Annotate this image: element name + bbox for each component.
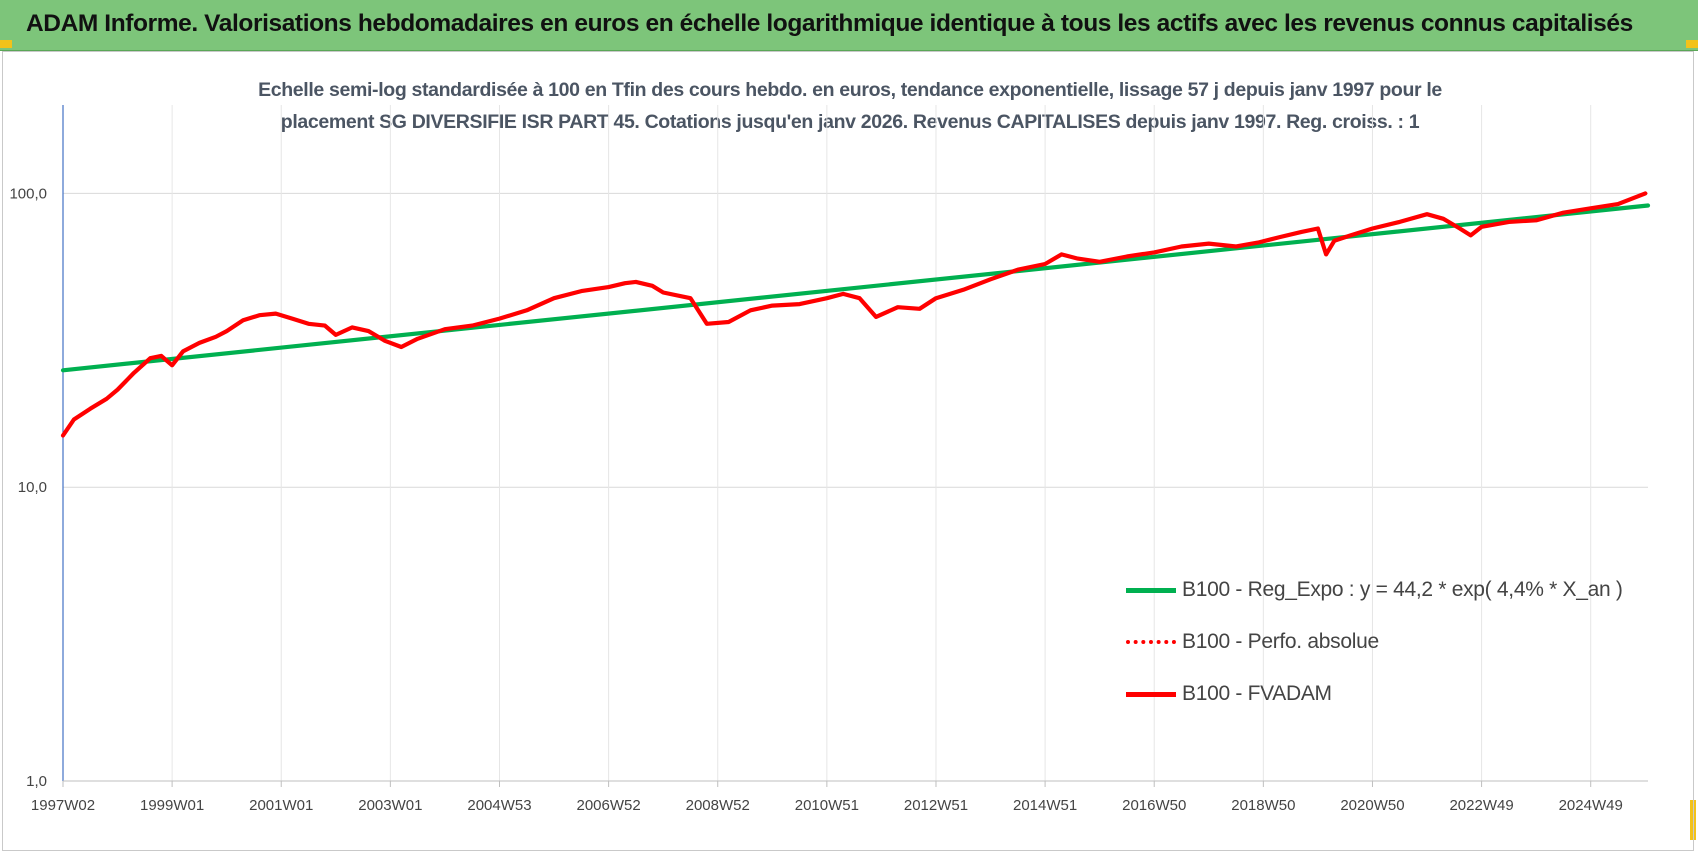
x-tick-label: 2012W51 <box>904 797 968 814</box>
legend-swatch-fvadam <box>1126 691 1176 697</box>
x-tick-label: 2006W52 <box>577 797 641 814</box>
x-tick-label: 2020W50 <box>1340 797 1404 814</box>
x-tick-label: 2010W51 <box>795 797 859 814</box>
x-tick-label: 2024W49 <box>1559 797 1623 814</box>
legend-label-trend: B100 - Reg_Expo : y = 44,2 * exp( 4,4% *… <box>1182 578 1623 601</box>
series-trend-line <box>60 203 1651 373</box>
x-tick-label: 2022W49 <box>1449 797 1513 814</box>
chart-legend: B100 - Reg_Expo : y = 44,2 * exp( 4,4% *… <box>1126 564 1626 720</box>
x-tick-label: 2008W52 <box>686 797 750 814</box>
legend-item-fvadam: B100 - FVADAM <box>1126 668 1626 720</box>
x-tick-label: 2016W50 <box>1122 797 1186 814</box>
corner-mark-top-left <box>0 40 12 48</box>
legend-swatch-trend <box>1126 587 1176 593</box>
x-tick-label: 2001W01 <box>249 797 313 814</box>
x-tick-label: 2014W51 <box>1013 797 1077 814</box>
corner-mark-top-right <box>1686 40 1698 48</box>
legend-item-perfo: B100 - Perfo. absolue <box>1126 616 1626 668</box>
y-tick-label: 100,0 <box>9 185 47 202</box>
legend-item-trend: B100 - Reg_Expo : y = 44,2 * exp( 4,4% *… <box>1126 564 1626 616</box>
x-tick-label: 1999W01 <box>140 797 204 814</box>
series-fvadam-line <box>60 191 1648 438</box>
report-title: ADAM Informe. Valorisations hebdomadaire… <box>26 10 1633 37</box>
legend-label-perfo: B100 - Perfo. absolue <box>1182 630 1379 653</box>
legend-swatch-perfo <box>1126 640 1176 644</box>
legend-label-fvadam: B100 - FVADAM <box>1182 682 1332 705</box>
y-tick-label: 1,0 <box>26 773 47 790</box>
x-tick-label: 2018W50 <box>1231 797 1295 814</box>
chart-title: Echelle semi-log standardisée à 100 en T… <box>140 74 1560 138</box>
chart-frame <box>2 51 1694 851</box>
y-tick-label: 10,0 <box>18 479 47 496</box>
x-tick-label: 1997W02 <box>31 797 95 814</box>
chart-title-line-1: Echelle semi-log standardisée à 100 en T… <box>258 79 1442 101</box>
x-tick-label: 2004W53 <box>467 797 531 814</box>
report-banner: ADAM Informe. Valorisations hebdomadaire… <box>0 0 1698 51</box>
x-tick-label: 2003W01 <box>358 797 422 814</box>
chart-title-line-2: placement SG DIVERSIFIE ISR PART 45. Cot… <box>280 111 1420 133</box>
